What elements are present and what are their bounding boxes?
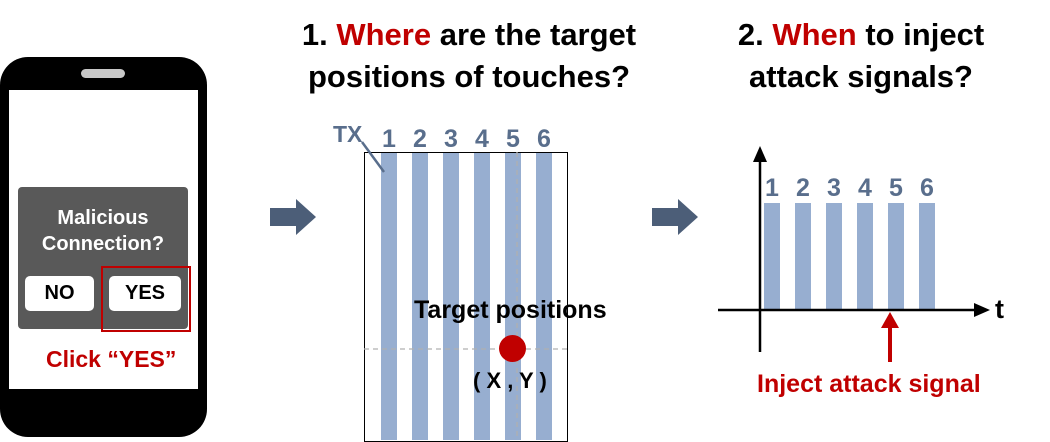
target-position-marker [499, 335, 526, 362]
pulse-number: 2 [796, 174, 810, 202]
dialog-message: Malicious Connection? [18, 205, 188, 257]
dialog-message-line2: Connection? [41, 233, 165, 255]
question-2-line1: 2. When to inject [716, 14, 1006, 56]
column-number: 4 [475, 125, 489, 153]
question-1-highlight: Where [336, 17, 432, 52]
pulse-number: 6 [920, 174, 934, 202]
inject-arrow-head [881, 312, 899, 328]
question-2-line2: attack signals? [749, 59, 973, 94]
question-2-title: 2. When to inject attack signals? [716, 14, 1006, 98]
inject-attack-signal-label: Inject attack signal [757, 370, 981, 398]
right-arrow-icon [270, 199, 316, 235]
time-axis-label: t [995, 294, 1004, 324]
signal-pulse-5 [888, 203, 904, 310]
yes-button[interactable]: YES [109, 276, 181, 311]
click-yes-label: Click “YES” [46, 346, 177, 372]
tx-electrode-3 [443, 152, 459, 440]
right-arrow-icon [652, 199, 698, 235]
tx-electrode-1 [381, 152, 397, 440]
target-positions-label: Target positions [414, 296, 607, 324]
malicious-dialog: Malicious Connection? NO YES [18, 187, 188, 329]
signal-pulse-6 [919, 203, 935, 310]
target-coordinate-label: ( X , Y ) [473, 368, 547, 393]
signal-pulse-4 [857, 203, 873, 310]
question-2-highlight: When [772, 17, 857, 52]
pulse-number: 5 [889, 174, 903, 202]
question-2-rest: to inject [865, 17, 985, 52]
column-number: 6 [537, 125, 551, 153]
column-number: 2 [413, 125, 427, 153]
no-button[interactable]: NO [25, 276, 94, 311]
signal-pulse-1 [764, 203, 780, 310]
phone-speaker [81, 69, 125, 78]
pulse-number: 3 [827, 174, 841, 202]
question-1-title: 1. Where are the target positions of tou… [260, 14, 678, 98]
question-1-line2: positions of touches? [307, 59, 631, 94]
tx-label: TX [333, 121, 363, 147]
signal-pulse-2 [795, 203, 811, 310]
pulse-number: 1 [765, 174, 779, 202]
time-axis-arrowhead [974, 303, 990, 317]
column-number: 3 [444, 125, 458, 153]
smartphone: Malicious Connection? NO YES [0, 57, 207, 437]
tx-electrode-6 [536, 152, 552, 440]
y-axis-arrowhead [753, 146, 767, 162]
question-1-rest: are the target [439, 17, 637, 52]
column-number: 5 [506, 125, 520, 153]
dialog-message-line1: Malicious [57, 207, 149, 229]
column-number: 1 [382, 125, 396, 153]
pulse-number: 4 [858, 174, 872, 202]
question-1-line1: 1. Where are the target [260, 14, 678, 56]
signal-pulse-3 [826, 203, 842, 310]
phone-screen: Malicious Connection? NO YES [9, 90, 198, 389]
tx-electrode-4 [474, 152, 490, 440]
question-1-number: 1. [301, 17, 328, 52]
question-2-number: 2. [737, 17, 764, 52]
yes-button-highlight-box [101, 266, 191, 332]
tx-electrode-2 [412, 152, 428, 440]
